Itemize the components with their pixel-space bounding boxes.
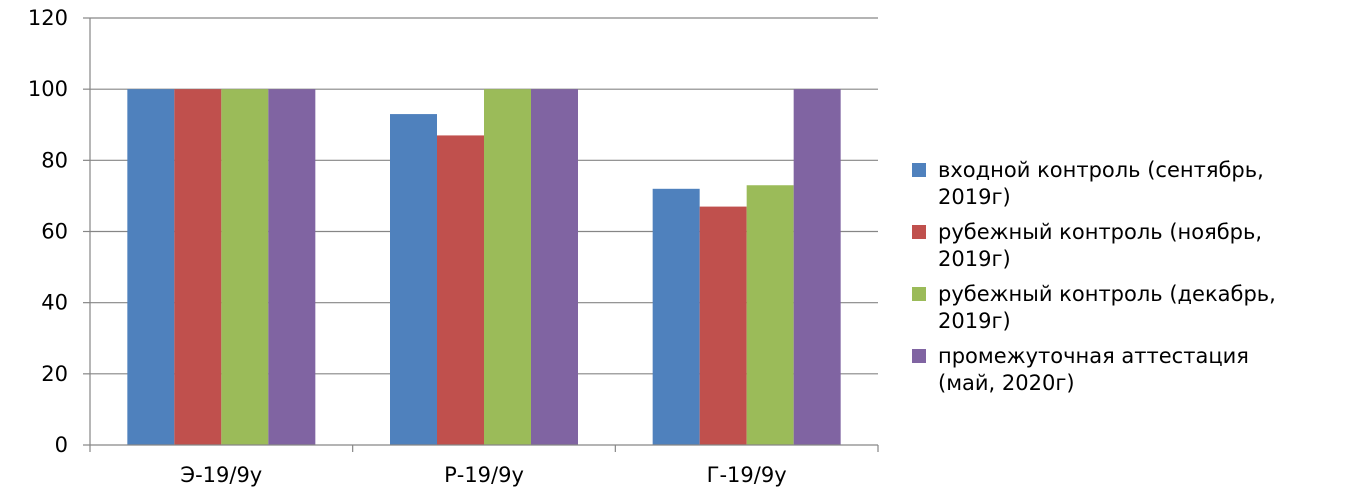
bars [127,89,841,446]
bar [652,188,700,446]
y-tick-label: 100 [28,77,68,101]
y-tick-label: 0 [55,433,68,457]
y-tick-label: 20 [41,362,68,386]
x-axis-categories: Э-19/9у Р-19/9у Г-19/9у [180,463,786,487]
legend-swatch [912,287,926,301]
bar [793,89,841,446]
legend-entry: входной контроль (сентябрь, 2019г) [912,158,1264,209]
x-category-label: Г-19/9у [707,463,787,487]
bar [174,89,222,446]
legend-label: рубежный контроль (ноябрь, [938,220,1262,244]
legend-label: (май, 2020г) [938,371,1075,395]
legend-label: 2019г) [938,309,1011,333]
bar [531,89,578,446]
axes [83,17,879,452]
legend-entry: промежуточная аттестация (май, 2020г) [912,344,1249,395]
legend-swatch [912,163,926,177]
x-category-label: Р-19/9у [444,463,524,487]
bar [268,89,316,446]
bar [127,89,175,446]
legend-label: промежуточная аттестация [938,344,1249,368]
legend-label: 2019г) [938,185,1011,209]
legend-label: рубежный контроль (декабрь, [938,282,1276,306]
legend-entry: рубежный контроль (декабрь, 2019г) [912,282,1276,333]
legend-label: входной контроль (сентябрь, [938,158,1264,182]
y-tick-label: 40 [41,291,68,315]
y-tick-label: 80 [41,148,68,172]
y-tick-label: 60 [41,220,68,244]
bar [437,135,484,446]
y-tick-label: 120 [28,6,68,30]
x-category-label: Э-19/9у [180,463,262,487]
bar [484,89,531,446]
legend-entry: рубежный контроль (ноябрь, 2019г) [912,220,1262,271]
legend-swatch [912,349,926,363]
y-axis-ticks: 0 20 40 60 80 100 120 [28,6,68,457]
legend-swatch [912,225,926,239]
bar [746,185,794,445]
bar [221,89,269,446]
bar [699,206,747,445]
bar [390,114,437,445]
legend-label: 2019г) [938,247,1011,271]
legend: входной контроль (сентябрь,2019г)рубежны… [912,158,1276,395]
